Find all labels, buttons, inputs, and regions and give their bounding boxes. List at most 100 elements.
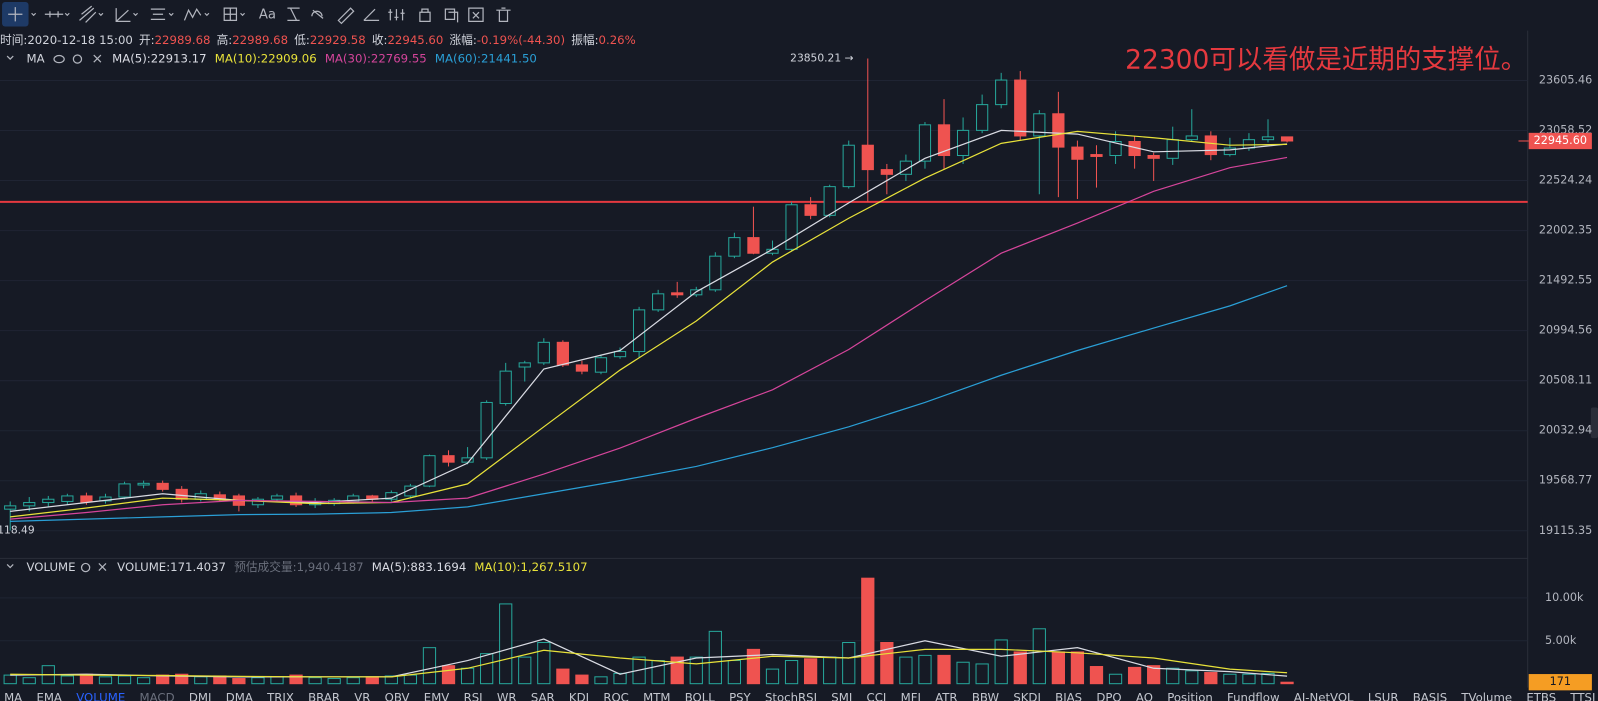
dropdown[interactable] (64, 12, 70, 17)
collapse-volume[interactable] (6, 564, 14, 569)
indicator-tab[interactable]: DMI (189, 690, 212, 701)
indicator-tab[interactable]: OBV (385, 690, 410, 701)
candle-body (937, 124, 951, 157)
indicator-tab[interactable]: EMA (36, 690, 62, 701)
volume-bar (1070, 651, 1085, 685)
indicator-tab[interactable]: ROC (603, 690, 629, 701)
volume-bar (22, 677, 36, 685)
close-icon[interactable] (93, 54, 102, 63)
indicator-tab[interactable]: SMI (831, 690, 852, 701)
volume-bar (899, 656, 913, 685)
volume-bar (689, 656, 703, 685)
indicator-tab[interactable]: DMA (226, 690, 253, 701)
ruler-tool[interactable] (337, 7, 355, 25)
indicator-tab[interactable]: ETBS (1526, 690, 1556, 701)
settings-tool[interactable] (388, 9, 405, 21)
candle-body (556, 341, 569, 366)
candle-body (499, 370, 512, 405)
copy-tool[interactable] (444, 8, 459, 23)
candle-body (613, 351, 627, 358)
volume-bar (537, 642, 551, 685)
indicator-tab[interactable]: MTM (643, 690, 670, 701)
pattern-tool[interactable] (183, 7, 202, 21)
indicator-tab[interactable]: MACD (140, 690, 175, 701)
indicator-tab[interactable]: TTSI (1569, 690, 1595, 701)
gear-icon[interactable] (72, 54, 83, 64)
candle-body (842, 144, 855, 188)
candle-body (1090, 154, 1103, 157)
indicator-tab[interactable]: DPO (1096, 690, 1121, 701)
indicator-tab[interactable]: TVolume (1460, 690, 1512, 701)
scroll-handle[interactable] (1590, 407, 1598, 439)
indicator-tab[interactable]: BASIS (1413, 690, 1447, 701)
dropdown[interactable] (133, 12, 139, 17)
indicator-tab[interactable]: MA (4, 690, 22, 701)
indicator-tab[interactable]: EMV (424, 690, 450, 701)
dropdown[interactable] (98, 12, 104, 17)
close-icon[interactable] (98, 563, 107, 572)
indicator-tab[interactable]: BIAS (1055, 690, 1082, 701)
lock-tool[interactable] (419, 8, 431, 23)
text-tool[interactable]: Aa (259, 7, 276, 22)
indicator-tab[interactable]: MFI (901, 690, 921, 701)
crosshair-icon (8, 7, 23, 22)
channel-tool[interactable] (79, 5, 97, 23)
candle-body (1166, 139, 1179, 159)
line-tool[interactable] (44, 11, 64, 18)
projection-tool[interactable] (223, 7, 238, 21)
indicator-tab[interactable]: VR (354, 690, 370, 701)
volume-bar (1051, 651, 1065, 685)
delete-tool[interactable] (496, 7, 511, 23)
volume-bar (518, 656, 532, 685)
indicator-tab[interactable]: RSI (464, 690, 483, 701)
indicator-tab[interactable]: LSUR (1368, 690, 1399, 701)
pattern-button[interactable] (287, 7, 300, 21)
indicator-tab[interactable]: Fundflow (1227, 690, 1280, 701)
dropdown[interactable] (204, 12, 210, 17)
info-label: 高: (217, 33, 233, 47)
indicator-tab[interactable]: VOLUME (76, 690, 125, 701)
volume-bar (403, 674, 418, 685)
indicator-tab[interactable]: SAR (531, 690, 555, 701)
dropdown[interactable] (240, 12, 246, 17)
indicator-tab[interactable]: AI-NetVOL (1294, 690, 1354, 701)
y-tick-label: 19115.35 (1539, 524, 1592, 537)
collapse-ma[interactable] (6, 55, 14, 60)
dropdown[interactable] (31, 12, 37, 17)
angle-tool[interactable] (115, 8, 131, 23)
dropdown[interactable] (168, 12, 174, 17)
indicator-tab[interactable]: BOLL (685, 690, 716, 701)
indicator-tab[interactable]: StochRSI (765, 690, 817, 701)
fib-tool[interactable] (150, 8, 166, 20)
volume-bar (1127, 666, 1142, 685)
gear-icon[interactable] (80, 562, 91, 573)
tab-bar (0, 687, 1598, 701)
candle-body (42, 498, 55, 504)
candle-body (23, 502, 36, 507)
candle-body (880, 169, 893, 175)
candle-body (995, 79, 1008, 106)
ma-controls[interactable] (53, 54, 102, 64)
indicator-tab[interactable]: CCI (867, 690, 887, 701)
eye-icon[interactable] (53, 54, 65, 64)
indicator-tab[interactable]: PSY (729, 690, 751, 701)
indicator-tab[interactable]: ATR (935, 690, 957, 701)
indicator-tab[interactable]: KDJ (569, 690, 589, 701)
indicator-tab[interactable]: BRAR (308, 690, 340, 701)
candle-body (1071, 146, 1084, 160)
volume-bar (365, 676, 379, 685)
indicator-tab[interactable]: WR (497, 690, 517, 701)
indicator-tab[interactable]: TRIX (266, 690, 294, 701)
candle-body (4, 505, 17, 510)
hide-tool[interactable] (468, 7, 484, 23)
candle-body (270, 495, 284, 500)
indicator-tab[interactable]: SKDJ (1013, 690, 1041, 701)
indicator-tab[interactable]: AO (1136, 690, 1153, 701)
indicator-tab[interactable]: Position (1167, 690, 1213, 701)
eraser-tool[interactable] (311, 9, 324, 19)
brush-tool[interactable] (363, 8, 380, 21)
indicator-tab[interactable]: BBW (972, 690, 1000, 701)
candle-body (728, 237, 741, 257)
volume-bar (1242, 673, 1256, 685)
